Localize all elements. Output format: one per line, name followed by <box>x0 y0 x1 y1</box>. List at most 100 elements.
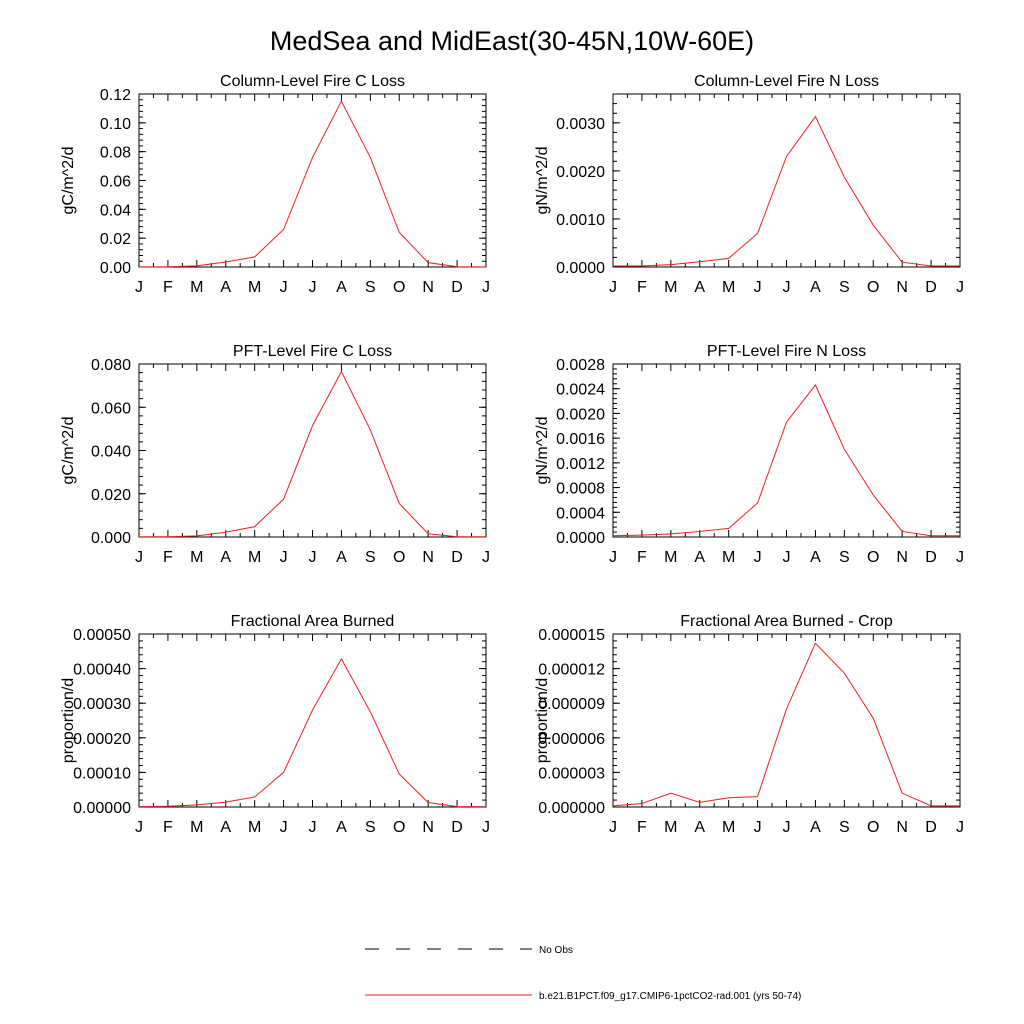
chart-panel-6: Fractional Area Burned - Crop proportion/… <box>534 613 964 836</box>
y-axis-label: proportion/d <box>534 678 551 763</box>
x-tick-label: N <box>422 819 434 836</box>
y-tick-label: 0.000006 <box>538 731 605 748</box>
x-tick-label: A <box>810 549 821 566</box>
x-tick-label: J <box>609 549 617 566</box>
y-tick-label: 0.0030 <box>556 116 605 133</box>
chart-title: Column-Level Fire C Loss <box>220 73 405 90</box>
x-tick-label: F <box>637 549 647 566</box>
y-tick-label: 0.000012 <box>538 662 605 679</box>
x-tick-label: D <box>451 819 463 836</box>
x-tick-label: D <box>925 279 937 296</box>
x-tick-label: J <box>754 819 762 836</box>
y-tick-label: 0.06 <box>100 174 131 191</box>
legend: No Obs b.e21.B1PCT.f09_g17.CMIP6-1pctCO2… <box>365 945 801 1002</box>
y-tick-label: 0.0000 <box>556 530 605 547</box>
x-tick-label: J <box>482 819 490 836</box>
x-tick-label: J <box>135 279 143 296</box>
y-tick-label: 0.020 <box>91 487 131 504</box>
x-tick-label: A <box>336 279 347 296</box>
plot-frame <box>612 93 961 268</box>
chart-title: PFT-Level Fire C Loss <box>233 343 392 360</box>
x-tick-label: A <box>810 819 821 836</box>
series-line-model <box>613 115 960 267</box>
x-tick-label: J <box>956 549 964 566</box>
x-tick-label: S <box>365 819 376 836</box>
x-tick-label: A <box>336 819 347 836</box>
y-tick-label: 0.040 <box>91 444 131 461</box>
series-line-model <box>612 384 960 537</box>
y-tick-label: 0.060 <box>91 400 131 417</box>
y-axis-label: gN/m^2/d <box>534 417 551 485</box>
x-tick-label: J <box>956 819 964 836</box>
chart-title: Column-Level Fire N Loss <box>694 73 879 90</box>
plot-frame <box>612 633 961 808</box>
x-tick-label: J <box>309 549 317 566</box>
x-tick-label: A <box>810 279 821 296</box>
y-tick-label: 0.00010 <box>73 765 131 782</box>
series-line-model <box>138 657 486 808</box>
y-tick-label: 0.0010 <box>556 212 605 229</box>
y-tick-label: 0.00050 <box>73 627 131 644</box>
x-tick-label: J <box>482 549 490 566</box>
y-tick-label: 0.10 <box>100 116 131 133</box>
x-tick-label: S <box>365 549 376 566</box>
x-tick-label: J <box>135 549 143 566</box>
plot-frame <box>612 363 961 538</box>
y-tick-label: 0.000 <box>91 530 131 547</box>
x-tick-label: M <box>664 819 677 836</box>
x-tick-label: J <box>754 279 762 296</box>
x-tick-label: F <box>637 279 647 296</box>
x-tick-label: J <box>609 819 617 836</box>
x-tick-label: N <box>896 819 908 836</box>
x-tick-label: J <box>280 279 288 296</box>
y-axis-label: proportion/d <box>60 678 77 763</box>
x-tick-label: O <box>867 549 879 566</box>
x-tick-label: F <box>163 819 173 836</box>
y-tick-label: 0.08 <box>100 145 131 162</box>
x-tick-label: D <box>925 549 937 566</box>
chart-title: PFT-Level Fire N Loss <box>707 343 866 360</box>
chart-title: Fractional Area Burned <box>231 613 395 630</box>
x-tick-label: J <box>309 819 317 836</box>
x-tick-label: A <box>694 279 705 296</box>
y-tick-label: 0.00000 <box>73 800 131 817</box>
x-tick-label: F <box>163 279 173 296</box>
y-axis-label: gC/m^2/d <box>60 147 77 215</box>
y-axis-label: gN/m^2/d <box>534 147 551 215</box>
x-tick-label: N <box>422 279 434 296</box>
plot-frame <box>138 363 487 538</box>
x-tick-label: J <box>754 549 762 566</box>
x-tick-label: M <box>664 549 677 566</box>
y-tick-label: 0.0020 <box>556 164 605 181</box>
x-tick-label: M <box>722 279 735 296</box>
chart-title: Fractional Area Burned - Crop <box>680 613 893 630</box>
x-tick-label: A <box>336 549 347 566</box>
x-tick-label: D <box>925 819 937 836</box>
x-tick-label: M <box>722 549 735 566</box>
x-tick-label: J <box>135 819 143 836</box>
y-tick-label: 0.12 <box>100 87 131 104</box>
y-tick-label: 0.00020 <box>73 731 131 748</box>
x-tick-label: O <box>393 549 405 566</box>
x-tick-label: M <box>248 279 261 296</box>
x-tick-label: M <box>722 819 735 836</box>
x-tick-label: M <box>664 279 677 296</box>
x-tick-label: J <box>783 819 791 836</box>
y-tick-label: 0.000009 <box>538 696 605 713</box>
x-tick-label: A <box>694 819 705 836</box>
x-tick-label: M <box>190 549 203 566</box>
x-tick-label: D <box>451 549 463 566</box>
y-tick-label: 0.02 <box>100 231 131 248</box>
x-tick-label: J <box>609 279 617 296</box>
plot-frame <box>138 93 487 268</box>
x-tick-label: A <box>220 279 231 296</box>
series-line-model <box>612 642 960 807</box>
x-tick-label: F <box>637 819 647 836</box>
legend-obs-label: No Obs <box>539 945 573 956</box>
